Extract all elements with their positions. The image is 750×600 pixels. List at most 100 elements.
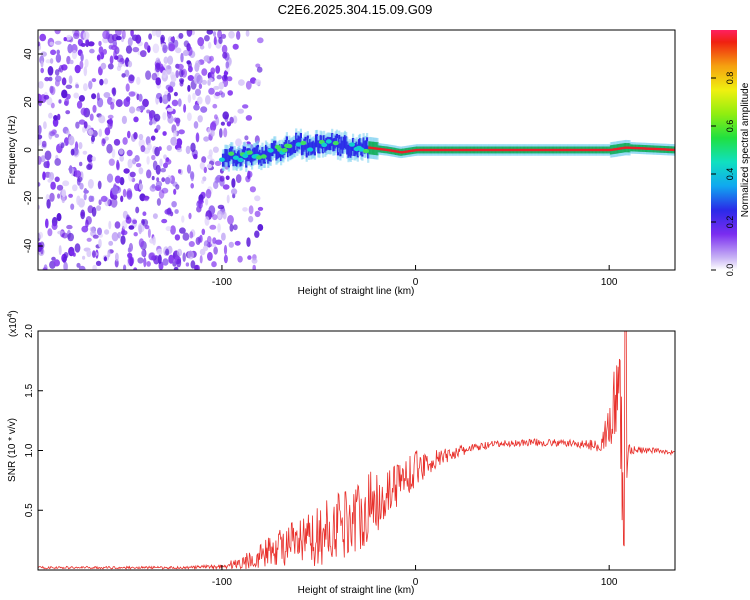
band-core xyxy=(614,148,618,151)
band-core xyxy=(621,146,625,150)
noise-blob xyxy=(161,218,168,224)
band-core xyxy=(540,148,543,152)
noise-blob xyxy=(40,60,44,68)
noise-blob xyxy=(109,55,114,65)
noise-blob xyxy=(99,78,104,86)
noise-blob xyxy=(195,132,200,143)
noise-blob xyxy=(219,175,225,182)
noise-blob xyxy=(215,65,221,74)
noise-blob xyxy=(146,261,151,267)
noise-blob xyxy=(162,70,167,79)
noise-blob xyxy=(251,258,258,264)
noise-blob xyxy=(223,71,229,76)
noise-blob xyxy=(77,176,83,183)
band-body xyxy=(347,144,350,158)
noise-blob xyxy=(135,206,140,214)
noise-blob xyxy=(179,78,185,83)
band-core xyxy=(496,148,499,152)
band-core xyxy=(593,148,597,152)
noise-blob xyxy=(168,43,176,52)
band-blob xyxy=(232,155,239,160)
band-core xyxy=(491,148,495,152)
noise-blob xyxy=(122,137,128,145)
noise-blob xyxy=(127,130,131,139)
noise-blob xyxy=(202,245,209,252)
noise-blob xyxy=(162,94,169,105)
noise-blob xyxy=(201,156,207,164)
band-body xyxy=(338,134,341,148)
noise-blob xyxy=(48,112,53,119)
noise-blob xyxy=(170,225,176,235)
noise-blob xyxy=(130,30,134,37)
band-body xyxy=(362,137,365,151)
band-core xyxy=(414,148,418,152)
noise-blob xyxy=(150,135,156,141)
noise-blob xyxy=(117,61,123,68)
band-body xyxy=(238,150,241,164)
noise-blob xyxy=(70,148,75,156)
noise-blob xyxy=(178,169,182,174)
noise-blob xyxy=(55,53,62,63)
noise-blob xyxy=(137,257,144,264)
noise-blob xyxy=(248,215,254,223)
noise-blob xyxy=(123,168,130,174)
noise-blob xyxy=(142,211,147,216)
noise-blob xyxy=(256,66,263,73)
noise-blob xyxy=(121,115,127,125)
noise-blob xyxy=(98,46,104,55)
noise-blob xyxy=(214,91,221,97)
noise-blob xyxy=(203,166,207,174)
noise-blob xyxy=(38,41,41,47)
noise-blob xyxy=(193,153,198,160)
noise-blob xyxy=(209,55,214,62)
band-core xyxy=(619,147,622,150)
band-body xyxy=(276,146,279,159)
noise-blob xyxy=(81,225,89,233)
band-blob xyxy=(363,148,369,154)
snr-background xyxy=(38,331,675,570)
noise-blob xyxy=(63,37,67,42)
noise-blob xyxy=(162,258,169,266)
noise-blob xyxy=(217,204,225,210)
band-core xyxy=(419,148,423,152)
noise-blob xyxy=(173,188,177,195)
snr-panel: -100 0 100 0.5 1.0 1.5 2.0 Height of straight … xyxy=(7,310,676,596)
noise-blob xyxy=(207,235,212,244)
snr-series-line xyxy=(38,331,675,570)
noise-blob xyxy=(200,106,208,113)
noise-blob xyxy=(49,192,55,202)
colorbar: 0.0 0.2 0.4 0.6 0.8 Normalized spectral ampl… xyxy=(711,30,750,276)
noise-blob xyxy=(195,88,201,97)
noise-blob xyxy=(217,223,221,233)
noise-blob xyxy=(206,30,214,35)
noise-blob xyxy=(152,236,156,246)
band-core xyxy=(665,148,669,151)
snr-x-label: Height of straight line (km) xyxy=(298,585,415,596)
noise-blob xyxy=(113,49,117,60)
noise-blob xyxy=(114,175,121,184)
band-core xyxy=(507,148,511,152)
band-core xyxy=(456,148,460,152)
noise-blob xyxy=(80,212,85,217)
noise-blob xyxy=(135,34,142,44)
noise-blob xyxy=(222,211,227,220)
noise-blob xyxy=(126,149,133,157)
noise-blob xyxy=(193,121,199,129)
band-core xyxy=(668,148,671,151)
noise-blob xyxy=(244,135,249,141)
noise-blob xyxy=(127,255,135,266)
noise-blob xyxy=(42,171,46,181)
noise-blob xyxy=(237,108,244,114)
noise-blob xyxy=(186,30,193,37)
noise-blob xyxy=(51,222,58,230)
colorbar-tick-label: 0.4 xyxy=(725,168,735,181)
noise-blob xyxy=(127,158,133,169)
noise-blob xyxy=(110,101,115,110)
noise-blob xyxy=(199,255,203,264)
noise-blob xyxy=(190,183,194,189)
noise-blob xyxy=(174,234,181,241)
noise-blob xyxy=(156,198,161,206)
noise-blob xyxy=(50,86,56,96)
noise-blob xyxy=(210,121,217,132)
noise-blob xyxy=(54,40,62,45)
